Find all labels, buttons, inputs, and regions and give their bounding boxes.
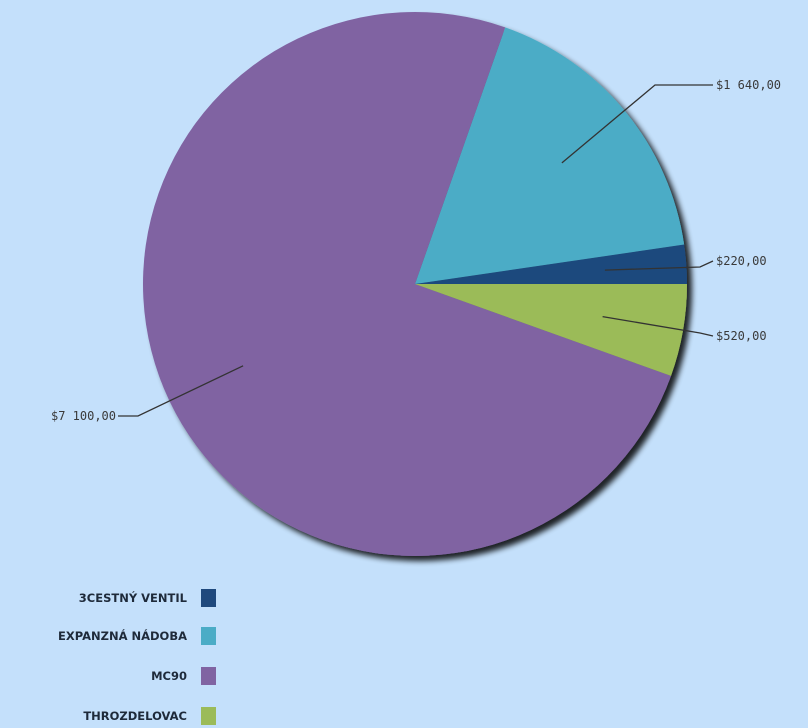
legend-label-mc90: MC90: [151, 669, 187, 683]
legend: 3CESTNÝ VENTIL EXPANZNÁ NÁDOBA MC90 THROZDE…: [58, 589, 216, 725]
data-label-expanzna-nadoba: $1 640,00: [716, 78, 781, 92]
data-label-3cestny-ventil: $220,00: [716, 254, 767, 268]
legend-swatch-3cestny-ventil: [201, 589, 216, 607]
legend-item-3cestny-ventil: 3CESTNÝ VENTIL: [79, 589, 216, 607]
legend-label-throzdelovac: THROZDELOVAC: [83, 709, 187, 723]
leader-line-expanzna-nadoba: [561, 84, 713, 164]
data-label-throzdelovac: $520,00: [716, 329, 767, 343]
legend-swatch-expanzna-nadoba: [201, 627, 216, 645]
legend-swatch-mc90: [201, 667, 216, 685]
legend-label-expanzna-nadoba: EXPANZNÁ NÁDOBA: [58, 628, 187, 643]
legend-label-3cestny-ventil: 3CESTNÝ VENTIL: [79, 590, 188, 605]
leader-line-3cestny-ventil: [604, 260, 714, 271]
pie-slices: [142, 11, 687, 556]
legend-item-expanzna-nadoba: EXPANZNÁ NÁDOBA: [58, 627, 216, 645]
pie-slice-expanzna-nadoba: [415, 27, 685, 284]
pie-slice-throzdelovac: [415, 284, 687, 376]
legend-swatch-throzdelovac: [201, 707, 216, 725]
data-labels: $220,00 $1 640,00 $7 100,00 $520,00: [51, 78, 781, 423]
leader-line-mc90: [118, 365, 244, 417]
pie-slice-3cestny-ventil: [415, 244, 687, 284]
data-label-mc90: $7 100,00: [51, 409, 116, 423]
legend-item-mc90: MC90: [151, 667, 216, 685]
leader-line-throzdelovac: [602, 315, 714, 337]
leader-lines: [118, 84, 714, 417]
legend-item-throzdelovac: THROZDELOVAC: [83, 707, 216, 725]
pie-slice-mc90: [142, 11, 671, 556]
